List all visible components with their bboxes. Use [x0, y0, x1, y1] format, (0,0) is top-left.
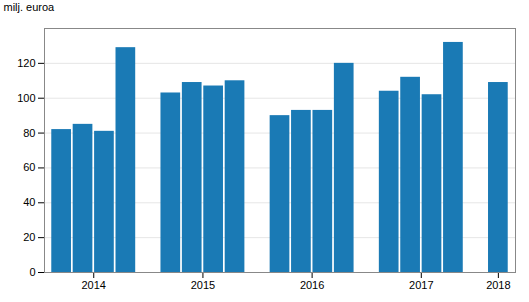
svg-text:60: 60 — [23, 161, 35, 173]
svg-text:2015: 2015 — [191, 279, 215, 291]
svg-text:80: 80 — [23, 127, 35, 139]
svg-text:20: 20 — [23, 231, 35, 243]
svg-text:100: 100 — [17, 92, 35, 104]
svg-text:40: 40 — [23, 196, 35, 208]
svg-text:milj. euroa: milj. euroa — [4, 1, 56, 13]
svg-text:2018: 2018 — [486, 279, 510, 291]
svg-text:2016: 2016 — [300, 279, 324, 291]
svg-text:120: 120 — [17, 57, 35, 69]
svg-text:2017: 2017 — [409, 279, 433, 291]
svg-text:0: 0 — [29, 266, 35, 278]
svg-text:2014: 2014 — [81, 279, 105, 291]
